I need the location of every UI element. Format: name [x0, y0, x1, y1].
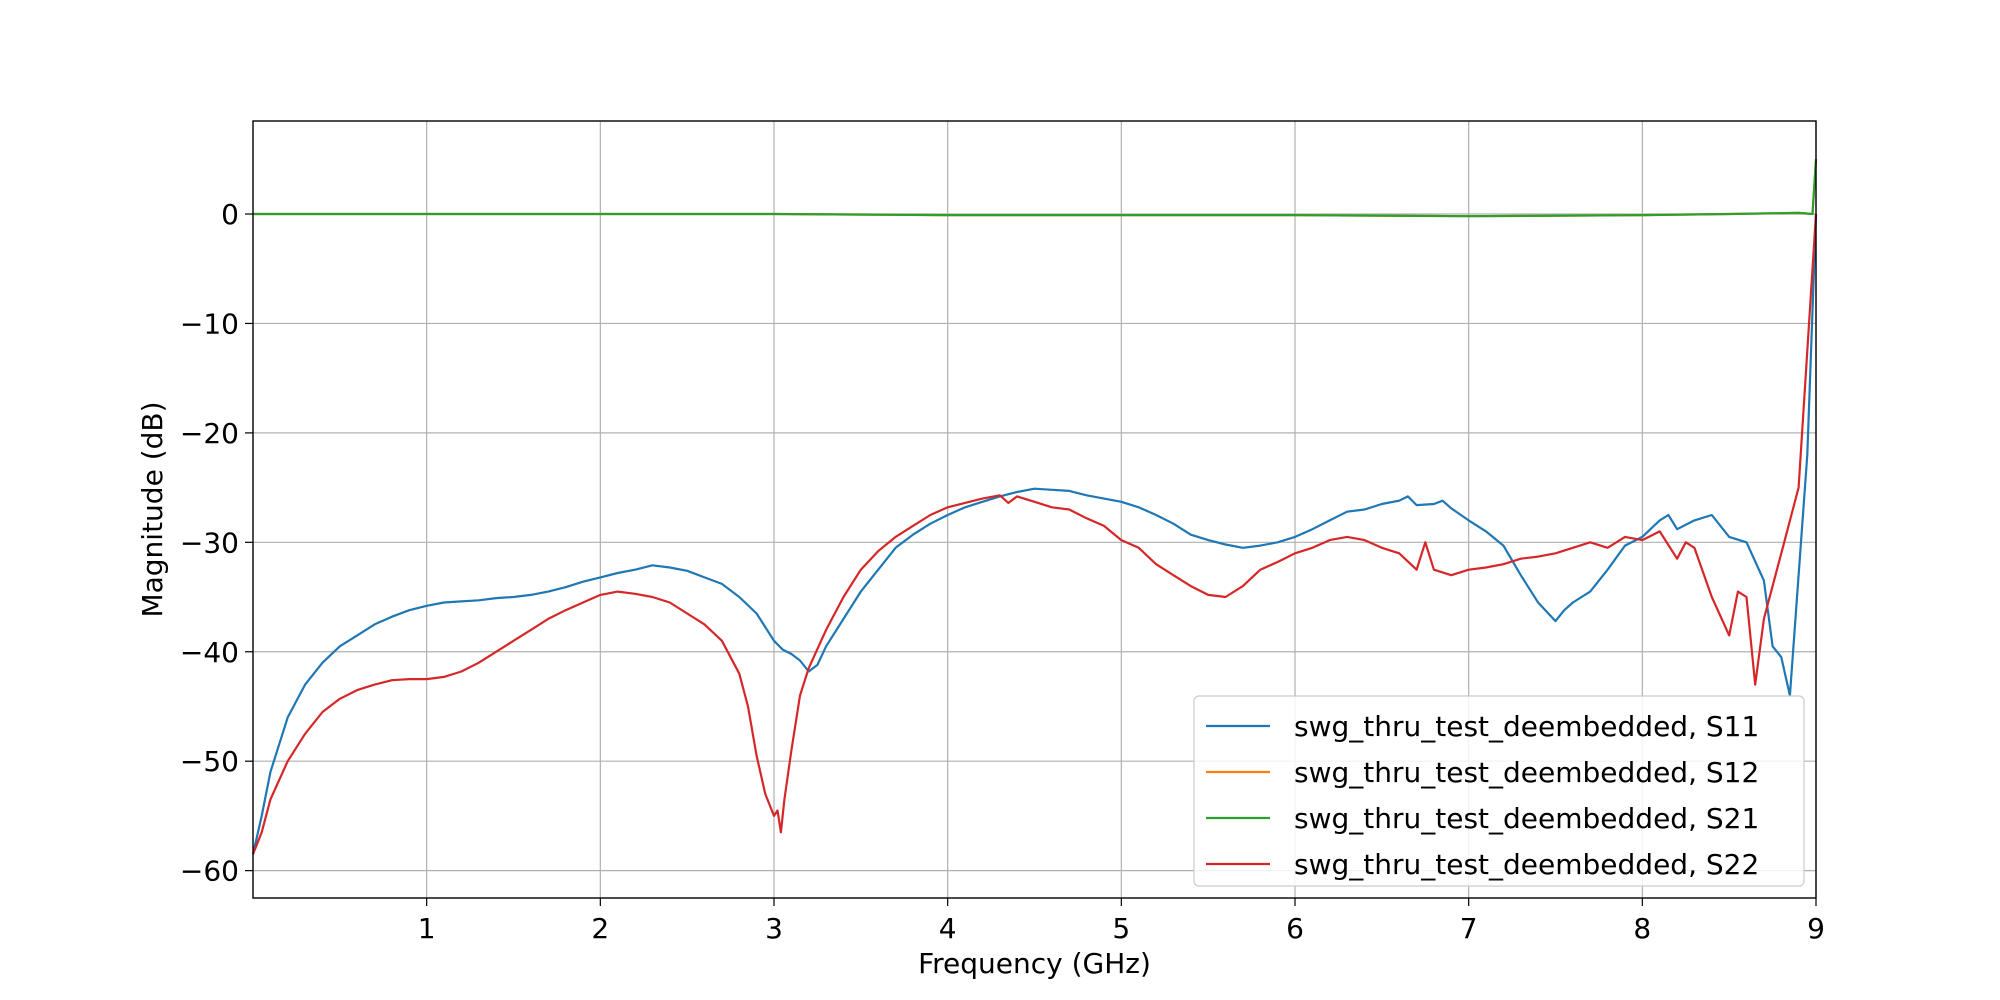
- x-tick-label: 1: [418, 912, 436, 945]
- x-tick-label: 5: [1112, 912, 1130, 945]
- legend: swg_thru_test_deembedded, S11 swg_thru_te…: [1193, 695, 1805, 887]
- legend-label: swg_thru_test_deembedded, S11: [1294, 710, 1759, 743]
- legend-label: swg_thru_test_deembedded, S22: [1294, 848, 1759, 881]
- x-tick-label: 4: [939, 912, 957, 945]
- x-tick-label: 7: [1460, 912, 1478, 945]
- y-tick-label: −40: [180, 636, 239, 669]
- plot-series: [251, 159, 1818, 855]
- legend-label: swg_thru_test_deembedded, S12: [1294, 756, 1759, 789]
- x-axis-label: Frequency (GHz): [918, 947, 1151, 980]
- y-tick-label: −60: [180, 855, 239, 888]
- series-line-3: [253, 159, 1818, 218]
- y-axis-label: Magnitude (dB): [136, 401, 169, 617]
- plot-frame: [252, 120, 1817, 899]
- x-tick-label: 8: [1633, 912, 1651, 945]
- y-tick-label: −30: [180, 526, 239, 559]
- y-tick-label: 0: [221, 198, 239, 231]
- x-tick-label: 6: [1286, 912, 1304, 945]
- x-tick-label: 2: [591, 912, 609, 945]
- x-tick-label: 3: [765, 912, 783, 945]
- series-line-4: [251, 213, 1818, 855]
- series-line-1: [251, 213, 1818, 855]
- legend-box: [1193, 695, 1805, 887]
- x-tick-label: 9: [1807, 912, 1825, 945]
- y-axis-ticks: 0 −10 −20 −30 −40 −50 −60: [180, 198, 253, 888]
- legend-label: swg_thru_test_deembedded, S21: [1294, 802, 1759, 835]
- y-tick-label: −20: [180, 417, 239, 450]
- y-tick-label: −10: [180, 307, 239, 340]
- y-tick-label: −50: [180, 745, 239, 778]
- x-axis-ticks: 1 2 3 4 5 6 7 8 9: [418, 898, 1825, 945]
